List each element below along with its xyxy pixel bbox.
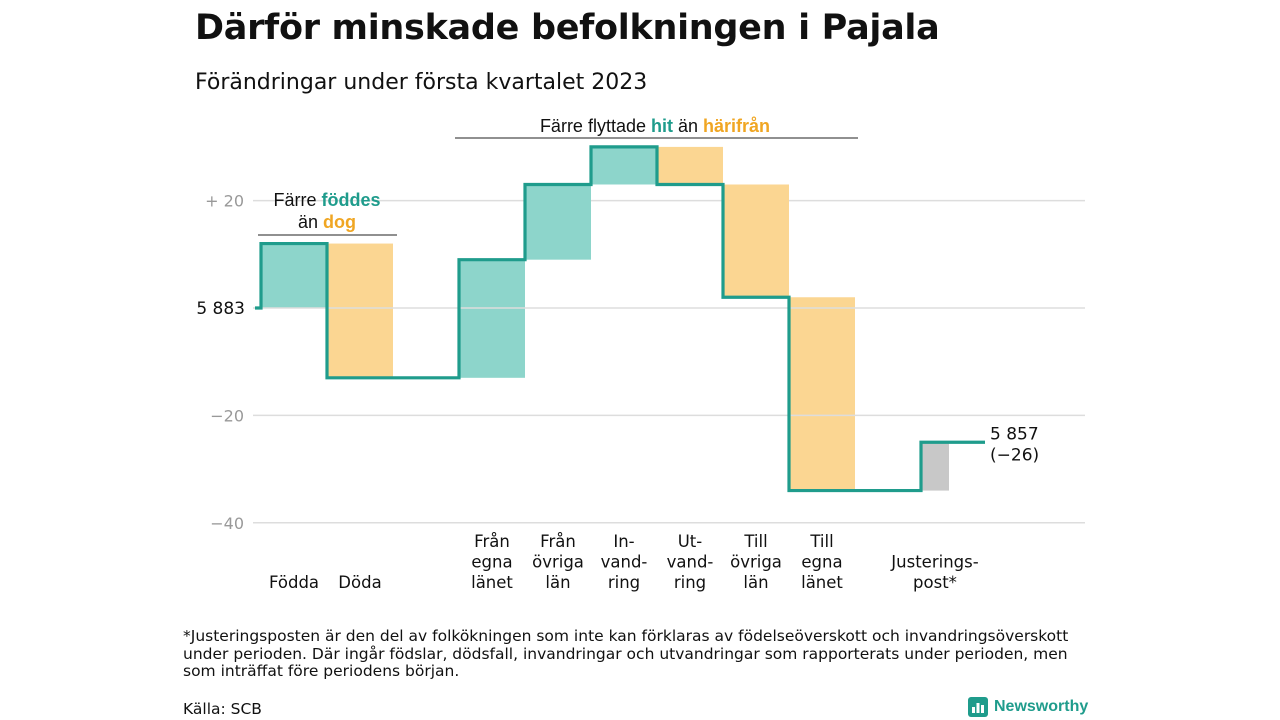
annotation-segment: än	[298, 212, 323, 232]
annotation-segment: Färre	[273, 190, 321, 210]
chart-title: Därför minskade befolkningen i Pajala	[195, 8, 940, 48]
annotation-segment: föddes	[322, 190, 381, 210]
annotation-segment: hit	[651, 116, 673, 136]
end-change-label: (−26)	[990, 445, 1039, 465]
start-value-label: 5 883	[196, 299, 245, 319]
bar-in	[459, 259, 525, 378]
bar-in	[525, 184, 591, 260]
annotation-segment: Färre flyttade	[540, 116, 651, 136]
category-label: vand-	[667, 553, 714, 572]
chart-subtitle: Förändringar under första kvartalet 2023	[195, 70, 648, 95]
category-label: Justerings-	[890, 553, 978, 572]
category-label: In-	[613, 532, 634, 551]
category-label: Till	[743, 532, 767, 551]
annotation-segment: än	[673, 116, 703, 136]
y-tick-label: −20	[210, 406, 244, 425]
bar-in	[591, 146, 657, 185]
category-label: övriga	[730, 553, 782, 572]
cumulative-step-line	[255, 145, 985, 493]
bar-out	[723, 184, 789, 298]
bar-out	[657, 146, 723, 185]
category-label: länet	[471, 573, 513, 592]
bar-adjust	[921, 442, 949, 491]
annotation-segment: härifrån	[703, 116, 770, 136]
category-label: egna	[801, 553, 842, 572]
bar-out	[789, 297, 855, 491]
migration-annotation: Färre flyttade hit än härifrån	[540, 116, 770, 136]
category-label: Till	[809, 532, 833, 551]
category-label: Döda	[338, 573, 381, 592]
brand-name: Newsworthy	[994, 698, 1089, 715]
category-label: län	[743, 573, 768, 592]
category-label: Födda	[269, 573, 319, 592]
births-deaths-annotation: Färre föddes	[273, 190, 380, 210]
y-tick-label: −40	[210, 514, 244, 533]
category-label: ring	[674, 573, 706, 592]
category-label: ring	[608, 573, 640, 592]
category-label: länet	[801, 573, 843, 592]
brand-logo: Newsworthy	[968, 697, 1088, 717]
newsworthy-logo-icon	[968, 697, 988, 717]
y-tick-label: + 20	[205, 192, 244, 211]
category-label: Från	[540, 532, 576, 551]
category-label: egna	[471, 553, 512, 572]
births-deaths-annotation: än dog	[298, 212, 356, 232]
category-label: län	[545, 573, 570, 592]
category-label: Ut-	[678, 532, 703, 551]
source-note: Källa: SCB	[183, 700, 262, 718]
footnote: *Justeringsposten är den del av folkökni…	[183, 627, 1069, 680]
category-label: post*	[913, 573, 957, 592]
category-label: vand-	[601, 553, 648, 572]
category-label: övriga	[532, 553, 584, 572]
category-label: Från	[474, 532, 510, 551]
annotation-segment: dog	[323, 212, 356, 232]
bar-out	[327, 243, 393, 378]
waterfall-chart: + 20 −20 −40 5 883 5 857(−26) Födda Döda Från eg…	[196, 116, 1085, 592]
end-value-label: 5 857	[990, 424, 1039, 444]
bar-in	[261, 243, 327, 308]
